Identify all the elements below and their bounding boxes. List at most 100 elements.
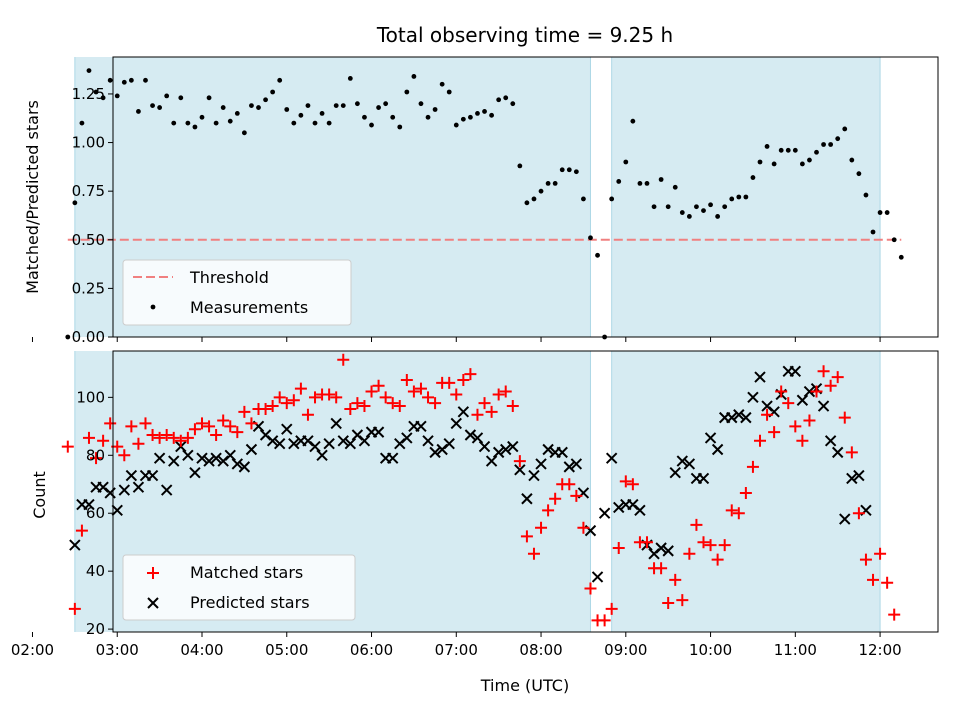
measurement-point xyxy=(107,77,113,83)
matched-point xyxy=(796,434,809,447)
matched-point xyxy=(563,478,576,491)
legend-measurement-swatch xyxy=(150,304,156,310)
x-tick-label: 02:00 xyxy=(11,641,54,659)
matched-point xyxy=(626,478,639,491)
predicted-point xyxy=(323,437,335,450)
legend-matched-label: Matched stars xyxy=(190,563,303,582)
predicted-point xyxy=(824,435,837,447)
measurement-point xyxy=(573,169,579,175)
matched-point xyxy=(718,539,731,552)
matched-point xyxy=(68,602,81,615)
matched-point xyxy=(379,391,392,404)
predicted-point xyxy=(556,446,568,459)
matched-point xyxy=(266,400,279,413)
measurement-point xyxy=(517,163,523,169)
measurement-point xyxy=(121,79,127,85)
matched-point xyxy=(125,420,138,433)
matched-point xyxy=(732,507,745,520)
predicted-point xyxy=(238,461,251,473)
y-tick-label: 100 xyxy=(76,388,105,406)
matched-point xyxy=(506,400,519,413)
matched-point xyxy=(775,385,788,398)
predicted-point xyxy=(266,435,279,447)
measurement-point xyxy=(362,114,367,120)
matched-point xyxy=(464,368,477,381)
x-tick-label: 10:00 xyxy=(689,641,732,659)
x-tick-label: 11:00 xyxy=(774,641,817,659)
predicted-point xyxy=(146,469,159,482)
measurement-point xyxy=(538,188,544,194)
predicted-point xyxy=(224,449,236,461)
matched-point xyxy=(160,429,173,442)
matched-point xyxy=(535,521,548,534)
measurement-point xyxy=(432,107,438,112)
measurement-point xyxy=(891,237,897,243)
predicted-point xyxy=(655,542,667,554)
predicted-point xyxy=(210,452,222,464)
matched-point xyxy=(309,391,322,404)
measurement-point xyxy=(178,95,184,101)
matched-point xyxy=(372,379,385,392)
matched-point xyxy=(570,489,583,502)
predicted-point xyxy=(683,458,696,470)
measurement-point xyxy=(291,120,297,126)
y-tick-label: 1.00 xyxy=(72,134,105,152)
measurement-point xyxy=(510,101,516,107)
top-panel: 0.00 0.25 0.50 0.75 1.00 1.25 Threshold Measure… xyxy=(31,56,939,346)
measurement-point xyxy=(651,204,657,210)
x-tick-label: 05:00 xyxy=(265,641,308,659)
measurement-point xyxy=(277,77,283,83)
measurement-point xyxy=(814,149,819,155)
predicted-point xyxy=(704,432,717,444)
measurement-point xyxy=(828,142,834,147)
matched-point xyxy=(75,524,88,537)
y-tick-label: 0.50 xyxy=(72,231,105,249)
predicted-point xyxy=(839,513,851,525)
matched-point xyxy=(640,536,653,549)
measurement-point xyxy=(686,214,692,219)
predicted-point xyxy=(528,469,540,482)
measurement-point xyxy=(143,77,148,83)
predicted-point xyxy=(521,493,533,505)
measurement-point xyxy=(100,95,106,101)
matched-point xyxy=(542,504,555,517)
measurement-point xyxy=(150,103,155,109)
measurement-point xyxy=(270,89,276,95)
matched-point xyxy=(294,382,307,395)
matched-point xyxy=(90,452,103,465)
matched-point xyxy=(520,530,533,543)
matched-point xyxy=(386,397,399,410)
measurement-point xyxy=(326,120,332,126)
measurement-point xyxy=(475,110,480,116)
measurement-point xyxy=(708,202,713,208)
predicted-point xyxy=(450,417,462,430)
bottom-y-axis-label: Count xyxy=(30,471,49,519)
matched-point xyxy=(104,417,117,430)
predicted-point xyxy=(605,452,618,464)
matched-point xyxy=(478,397,491,410)
predicted-point xyxy=(613,501,625,514)
predicted-point xyxy=(160,484,173,496)
matched-point xyxy=(867,573,880,586)
measurement-point xyxy=(531,196,537,202)
matched-point xyxy=(203,420,216,433)
matched-point xyxy=(61,440,74,453)
x-tick-label: 12:00 xyxy=(858,641,901,659)
predicted-point xyxy=(344,437,357,450)
y-tick-label: 0.25 xyxy=(72,279,105,297)
predicted-point xyxy=(831,446,844,459)
matched-point xyxy=(118,449,131,462)
y-tick-label: 0.75 xyxy=(72,182,105,200)
measurement-point xyxy=(453,122,459,128)
predicted-point xyxy=(309,440,321,453)
measurement-point xyxy=(595,252,600,258)
x-axis-label: Time (UTC) xyxy=(480,676,569,695)
predicted-point xyxy=(288,437,300,450)
matched-point xyxy=(690,518,703,531)
predicted-point xyxy=(281,423,293,435)
measurement-point xyxy=(863,192,869,198)
matched-point xyxy=(429,397,442,410)
predicted-point xyxy=(796,394,809,406)
measurement-point xyxy=(192,124,198,130)
measurement-point xyxy=(340,103,346,109)
